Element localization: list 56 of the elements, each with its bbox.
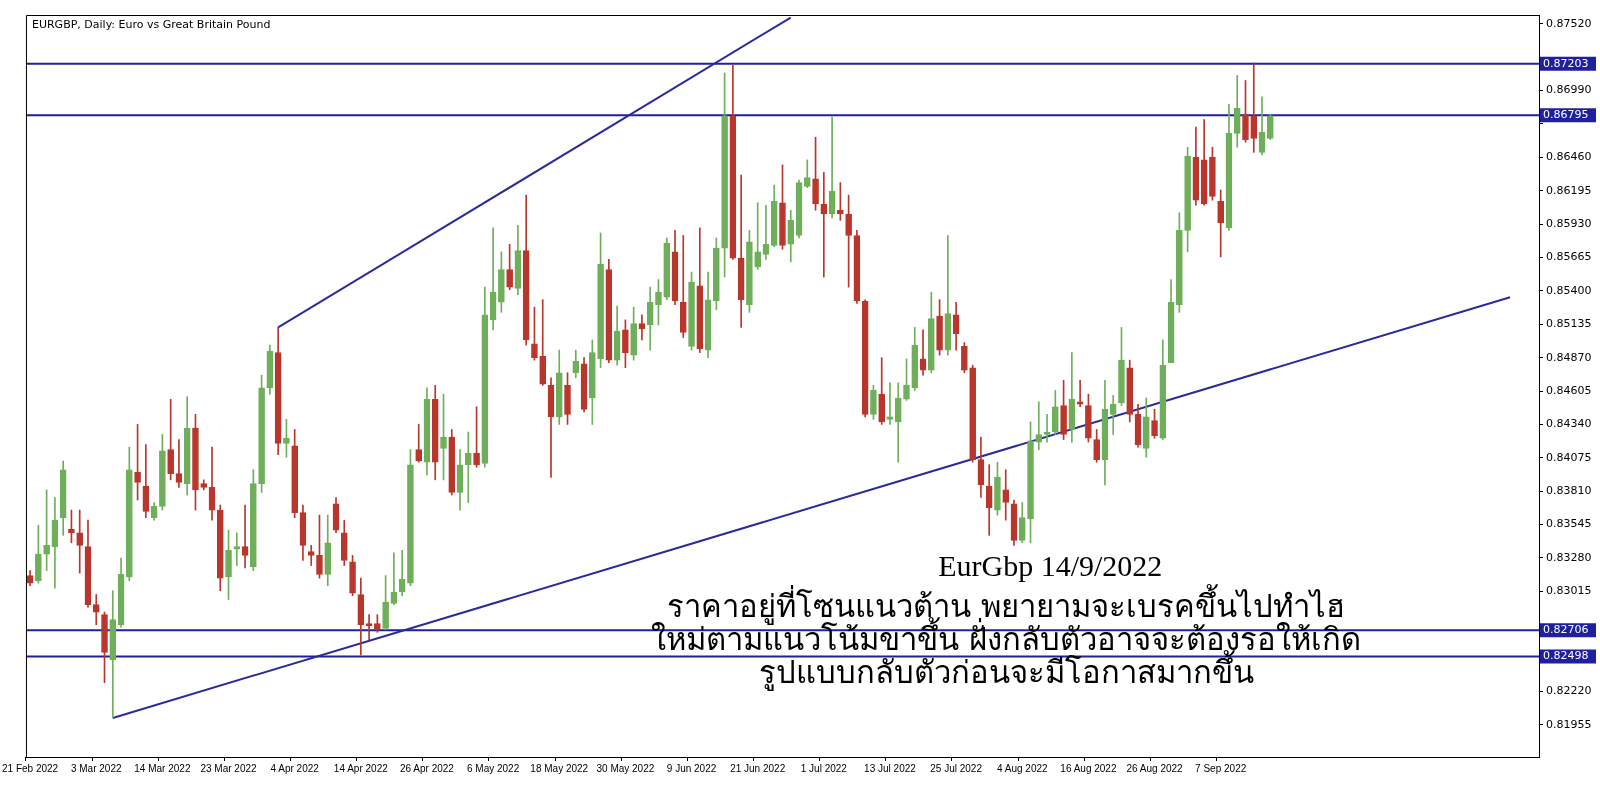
candlestick: [241, 504, 249, 569]
y-tick-label: 0.85930: [1546, 216, 1592, 230]
x-tick-label: 3 Mar 2022: [70, 762, 122, 774]
y-tick-label: 0.85665: [1546, 250, 1592, 264]
y-tick-label: 0.86990: [1546, 83, 1592, 97]
x-tick-label: 18 May 2022: [530, 762, 589, 774]
y-tick-label: 0.86460: [1546, 150, 1592, 164]
x-tick-label: 26 Aug 2022: [1126, 762, 1184, 774]
x-tick-label: 4 Aug 2022: [996, 762, 1048, 774]
x-tick-label: 25 Jul 2022: [930, 762, 983, 774]
y-tick-label: 0.83810: [1546, 484, 1592, 498]
y-tick-label: 0.84075: [1546, 450, 1592, 464]
y-tick-label: 0.82220: [1546, 684, 1592, 698]
y-tick-label: 0.84605: [1546, 383, 1592, 397]
x-tick-label: 21 Feb 2022: [2, 762, 59, 774]
candlestick: [464, 431, 472, 503]
x-tick-label: 4 Apr 2022: [270, 762, 320, 774]
candlestick: [76, 509, 84, 574]
candlestick: [92, 594, 100, 626]
candlestick: [233, 532, 241, 566]
x-tick-label: 13 Jul 2022: [864, 762, 917, 774]
y-tick-label: 0.83545: [1546, 517, 1592, 531]
y-tick-label: 0.84870: [1546, 350, 1592, 364]
candlestick: [1035, 401, 1043, 450]
x-tick-label: 14 Apr 2022: [333, 762, 389, 774]
candlestick: [638, 314, 646, 341]
candlestick: [307, 545, 315, 566]
ref-line-label: 0.82498: [1543, 649, 1589, 663]
x-tick-label: 1 Jul 2022: [800, 762, 848, 774]
ref-line-label: 0.86795: [1543, 108, 1589, 122]
y-tick-label: 0.81955: [1546, 717, 1592, 731]
x-tick-label: 26 Apr 2022: [399, 762, 455, 774]
candlestick: [175, 439, 183, 488]
candlestick: [820, 172, 828, 278]
x-tick-label: 23 Mar 2022: [200, 762, 258, 774]
candlestick: [1076, 380, 1084, 408]
x-tick-label: 6 May 2022: [466, 762, 520, 774]
ref-line-label: 0.82706: [1543, 623, 1589, 637]
y-tick-label: 0.85400: [1546, 283, 1592, 297]
chart-title: EURGBP, Daily: Euro vs Great Britain Pound: [31, 17, 271, 31]
x-tick-label: 21 Jun 2022: [730, 762, 786, 774]
y-tick-label: 0.86195: [1546, 183, 1592, 197]
x-tick-label: 7 Sep 2022: [1195, 762, 1247, 774]
x-tick-label: 30 May 2022: [596, 762, 655, 774]
y-tick-label: 0.87520: [1546, 16, 1592, 30]
y-tick-label: 0.84340: [1546, 417, 1592, 431]
x-tick-label: 16 Aug 2022: [1060, 762, 1117, 774]
y-tick-label: 0.83015: [1546, 584, 1592, 598]
annotation: EurGbp 14/9/2022: [938, 548, 1163, 582]
y-tick-label: 0.83280: [1546, 550, 1592, 564]
x-tick-label: 9 Jun 2022: [666, 762, 717, 774]
annotation: ราคาอยู่ที่โซนแนวต้าน พยายามจะเบรคขึ้นไปทำไฮ ใหม่ตามแนวโน้มขาขึ้น ฝั่งกลับตัวอาจจะต้องรอให้เกิด รูปแบบกลับตัวก่อนจะมีโอกาสมากขึ้น: [651, 584, 1362, 692]
x-tick-label: 14 Mar 2022: [134, 762, 191, 774]
ref-line-label: 0.87203: [1543, 56, 1589, 70]
y-tick-label: 0.85135: [1546, 317, 1592, 331]
candlestick: [754, 202, 762, 270]
